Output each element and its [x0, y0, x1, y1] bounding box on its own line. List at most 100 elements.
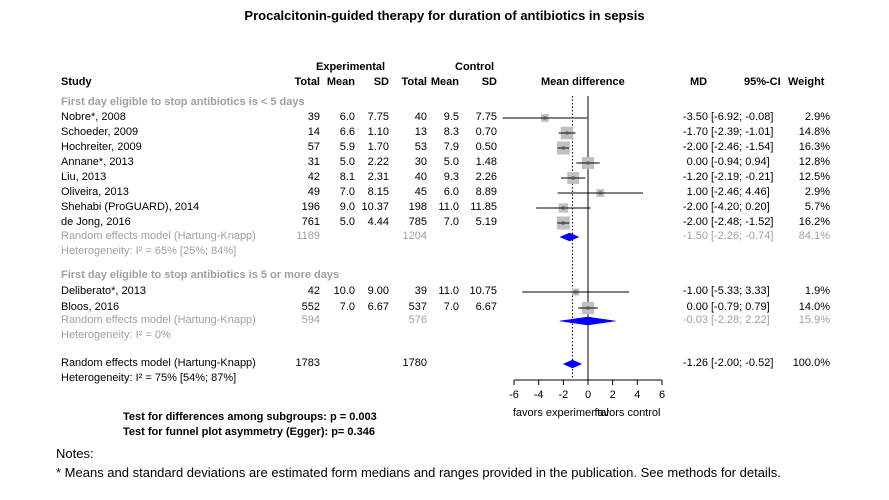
study-name: Nobre*, 2008 — [61, 111, 126, 123]
x-tick-label: 0 — [585, 389, 591, 401]
test-subgroup-differences: Test for differences among subgroups: p … — [123, 411, 377, 423]
study-mc: 11.0 — [438, 285, 459, 297]
study-mc: 7.0 — [443, 216, 459, 228]
study-me: 6.0 — [339, 111, 355, 123]
subgroup-model-weight: 15.9% — [798, 314, 830, 326]
study-ci: [-6.92; -0.08] — [711, 111, 774, 123]
overall-model-label: Random effects model (Hartung-Knapp) — [61, 357, 256, 369]
study-nc: 40 — [414, 171, 427, 183]
study-weight: 12.5% — [798, 171, 830, 183]
study-nc: 40 — [414, 111, 427, 123]
header-experimental: Experimental — [316, 61, 386, 73]
study-ci: [-2.48; -1.52] — [711, 216, 774, 228]
study-md: -1.00 — [682, 285, 708, 297]
study-mc: 7.9 — [443, 141, 459, 153]
study-nc: 39 — [414, 285, 427, 297]
study-sc: 2.26 — [475, 171, 497, 183]
header-study: Study — [61, 76, 92, 88]
study-sc: 11.85 — [470, 201, 497, 213]
header-mean-e: Mean — [326, 76, 355, 88]
study-md: 0.00 — [686, 156, 708, 168]
study-se: 7.75 — [367, 111, 389, 123]
x-tick-label: 4 — [634, 389, 640, 401]
study-point-estimate — [565, 131, 569, 135]
study-ci: [-5.33; 3.33] — [711, 285, 770, 297]
study-md: 1.00 — [686, 186, 708, 198]
chart-title: Procalcitonin-guided therapy for duratio… — [244, 8, 645, 23]
study-me: 7.0 — [339, 186, 355, 198]
study-weight: 14.0% — [798, 301, 830, 313]
study-nc: 537 — [408, 301, 427, 313]
overall-model-nc: 1780 — [402, 357, 427, 369]
pooled-diamond — [559, 316, 616, 326]
subgroup-model-label: Random effects model (Hartung-Knapp) — [61, 314, 256, 326]
study-mc: 11.0 — [438, 201, 459, 213]
study-ne: 552 — [301, 301, 320, 313]
study-name: Liu, 2013 — [61, 171, 107, 183]
study-me: 7.0 — [339, 301, 355, 313]
study-ci: [-0.94; 0.94] — [711, 156, 770, 168]
study-weight: 2.9% — [804, 111, 830, 123]
study-sc: 5.19 — [475, 216, 497, 228]
study-name: Schoeder, 2009 — [61, 126, 139, 138]
study-ne: 31 — [307, 156, 320, 168]
study-name: Hochreiter, 2009 — [61, 141, 142, 153]
study-ne: 196 — [301, 201, 320, 213]
overall-model-md: -1.26 — [682, 357, 708, 369]
x-tick-label: 2 — [610, 389, 616, 401]
study-sc: 0.70 — [475, 126, 497, 138]
study-se: 2.22 — [367, 156, 389, 168]
study-ne: 42 — [307, 171, 320, 183]
study-point-estimate — [586, 306, 590, 310]
overall-model-ne: 1783 — [295, 357, 320, 369]
subgroup-heterogeneity: Heterogeneity: I² = 65% [25%; 84%] — [61, 245, 237, 257]
study-point-estimate — [561, 206, 565, 210]
study-name: Bloos, 2016 — [61, 301, 120, 313]
study-name: Oliveira, 2013 — [61, 186, 129, 198]
study-weight: 5.7% — [804, 201, 830, 213]
study-ci: [-4.20; 0.20] — [711, 201, 770, 213]
study-nc: 53 — [414, 141, 427, 153]
header-mean-difference: Mean difference — [541, 76, 625, 88]
study-sc: 1.48 — [475, 156, 497, 168]
header-md: MD — [690, 76, 708, 88]
subgroup-model-ci: [-2.28; 2.22] — [711, 314, 770, 326]
study-ne: 49 — [307, 186, 320, 198]
study-mc: 9.5 — [443, 111, 459, 123]
subgroup-model-label: Random effects model (Hartung-Knapp) — [61, 230, 256, 242]
study-me: 5.0 — [339, 216, 355, 228]
study-mc: 6.0 — [443, 186, 459, 198]
subgroup-model-ne: 594 — [301, 314, 320, 326]
header-sd-e: SD — [373, 76, 389, 88]
pooled-diamond — [562, 359, 583, 369]
study-sc: 7.75 — [475, 111, 497, 123]
header-weight: Weight — [788, 76, 825, 88]
header-sd-c: SD — [481, 76, 497, 88]
overall-model-ci: [-2.00; -0.52] — [711, 357, 774, 369]
study-ne: 14 — [307, 126, 320, 138]
x-tick-label: -2 — [558, 389, 568, 401]
subgroup-model-md: -1.50 — [682, 230, 708, 242]
x-tick-label: 6 — [659, 389, 665, 401]
study-name: de Jong, 2016 — [61, 216, 131, 228]
study-nc: 30 — [414, 156, 427, 168]
study-name: Annane*, 2013 — [61, 156, 134, 168]
study-mc: 8.3 — [443, 126, 459, 138]
study-md: -1.70 — [682, 126, 708, 138]
x-label-favors-experimental: favors experimental — [513, 407, 609, 419]
subgroup-model-weight: 84.1% — [798, 230, 830, 242]
study-ci: [-0.79; 0.79] — [711, 301, 770, 313]
study-ne: 42 — [307, 285, 320, 297]
study-sc: 8.89 — [475, 186, 497, 198]
study-ci: [-2.19; -0.21] — [711, 171, 774, 183]
notes-text: * Means and standard deviations are esti… — [56, 465, 781, 480]
subgroup-label: First day eligible to stop antibiotics i… — [61, 269, 340, 281]
subgroup-model-nc: 1204 — [402, 230, 427, 242]
study-md: 0.00 — [686, 301, 708, 313]
study-ne: 39 — [307, 111, 320, 123]
subgroup-label: First day eligible to stop antibiotics i… — [61, 96, 305, 108]
study-point-estimate — [561, 221, 565, 225]
study-nc: 785 — [408, 216, 427, 228]
study-name: Deliberato*, 2013 — [61, 285, 147, 297]
study-se: 2.31 — [367, 171, 389, 183]
